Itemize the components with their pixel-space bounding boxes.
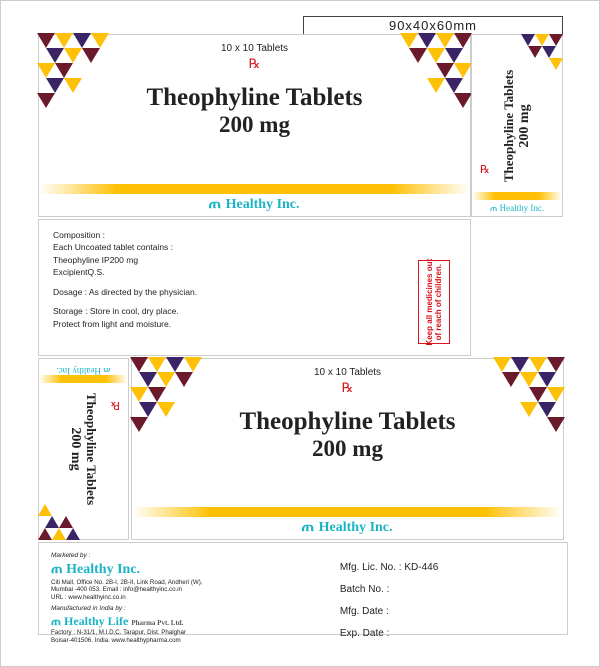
brand-logo-2: ጠ Healthy Inc. [302, 520, 392, 535]
ingr1-val: 200 mg [110, 255, 138, 265]
rx-symbol-2: ℞ [342, 380, 354, 395]
dosage: Dosage : As directed by the physician. [53, 287, 456, 298]
addr1b: Mumbai -400 053. Email : info@healthyinc… [51, 586, 320, 594]
side-flap-right: Theophyline Tablets200 mg ℞ ጠ Healthy In… [471, 34, 563, 217]
side-rx-l: ℞ [110, 399, 120, 411]
product-title: Theophyline Tablets [146, 84, 362, 111]
bottom-panel: Marketed by : ጠ Healthy Inc. Citi Mall, … [38, 542, 568, 635]
addr1c: URL : www.healthyinc.co.in [51, 594, 320, 602]
storage1: Storage : Store in cool, dry place. [53, 306, 456, 317]
addr2b: Boisar-401506. India. www.healthypharma.… [51, 637, 320, 645]
bottom-left: Marketed by : ጠ Healthy Inc. Citi Mall, … [51, 549, 320, 628]
ingr2-val: Q.S. [88, 267, 105, 277]
tablets-count-2: 10 x 10 Tablets [314, 367, 381, 378]
mfg-hdr: Manufactured in India by : [51, 605, 320, 613]
side-title: Theophyline Tablets200 mg [501, 69, 533, 181]
mfg-lic: Mfg. Lic. No. : KD-446 [340, 557, 555, 579]
dimensions-bar: 90x40x60mm [303, 16, 563, 35]
each-contains: Each Uncoated tablet contains : [53, 242, 456, 253]
storage2: Protect from light and moisture. [53, 319, 456, 330]
brand-text-2: Healthy Inc. [319, 520, 393, 535]
front-face-1: 10 x 10 Tablets ℞ Theophyline Tablets 20… [38, 34, 471, 217]
composition-hdr: Composition : [53, 230, 456, 241]
ingr1-name: Theophyline IP [53, 255, 110, 265]
brand-logo: ጠ Healthy Inc. [209, 197, 299, 212]
tablets-count: 10 x 10 Tablets [221, 43, 288, 54]
keepout-text: Keep all medicines outof reach of childr… [425, 259, 443, 346]
exp-date: Exp. Date : [340, 623, 555, 645]
side-rx: ℞ [480, 164, 490, 176]
brand-mfg: ጠ Healthy Life Pharma Pvt. Ltd. [51, 614, 320, 629]
brand-text: Healthy Inc. [226, 197, 300, 212]
brand-marketed: ጠ Healthy Inc. [51, 561, 320, 579]
dieline-container: 90x40x60mm 10 x 10 Tablets ℞ [0, 0, 600, 667]
side-brand: ጠ Healthy Inc. [490, 203, 544, 213]
mfg-date: Mfg. Date : [340, 601, 555, 623]
product-dose: 200 mg [219, 112, 290, 137]
addr2a: Factory : N-31/1, M.I.D.C. Tarapur, Dist… [51, 629, 320, 637]
product-dose-2: 200 mg [312, 436, 383, 461]
dimensions-text: 90x40x60mm [389, 18, 477, 33]
front-face-2: 10 x 10 Tablets ℞ Theophyline Tablets 20… [131, 358, 564, 540]
yellow-divider [39, 184, 470, 194]
keepout-box: Keep all medicines outof reach of childr… [418, 260, 450, 344]
side-title-l: Theophyline Tablets200 mg [68, 393, 100, 505]
product-title-2: Theophyline Tablets [239, 408, 455, 435]
batch-no: Batch No. : [340, 579, 555, 601]
ingr2-name: Excipient [53, 267, 88, 277]
rx-symbol: ℞ [249, 56, 261, 71]
side-yellow-bar [472, 192, 562, 200]
side-flap-left: ጠ Healthy Inc. Theophyline Tablets200 mg… [38, 358, 129, 540]
bottom-right: Mfg. Lic. No. : KD-446 Batch No. : Mfg. … [320, 549, 555, 628]
info-panel: Composition : Each Uncoated tablet conta… [38, 219, 471, 356]
yellow-divider-2 [132, 507, 563, 517]
marketed-hdr: Marketed by : [51, 552, 320, 560]
addr1a: Citi Mall, Office No. 2B-I, 2B-II, Link … [51, 579, 320, 587]
